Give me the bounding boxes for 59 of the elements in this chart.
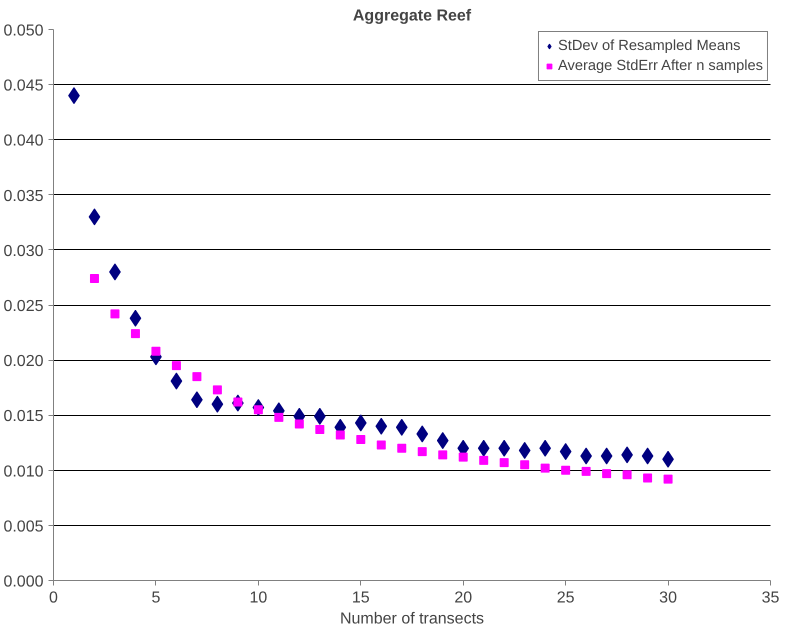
point: [110, 309, 120, 318]
point: [458, 452, 468, 462]
point: [151, 346, 160, 356]
y-tick-label: 0.050: [3, 22, 44, 40]
chart-title: Aggregate Reef: [352, 8, 472, 24]
point: [397, 444, 406, 453]
point: [643, 474, 652, 483]
y-tick-label: 0.010: [3, 463, 44, 480]
x-tick-label: 35: [762, 590, 780, 606]
point: [664, 474, 673, 484]
x-tick-label: 30: [659, 590, 678, 606]
point: [416, 425, 428, 442]
y-tick-label: 0.000: [3, 574, 44, 590]
point: [540, 464, 550, 473]
point: [498, 440, 510, 457]
point: [192, 372, 202, 382]
point: [561, 466, 570, 475]
x-tick-label: 5: [151, 590, 160, 606]
point: [336, 430, 345, 440]
point: [436, 432, 449, 450]
point: [418, 447, 427, 456]
point: [356, 434, 366, 444]
y-tick-label: 0.005: [3, 518, 44, 536]
point: [315, 425, 324, 434]
point: [314, 408, 326, 425]
x-axis-title: Number of transects: [340, 610, 484, 628]
point: [622, 470, 632, 480]
y-tick-label: 0.045: [3, 78, 44, 95]
legend-label: Average StdErr After n samples: [558, 58, 763, 74]
point: [518, 442, 531, 459]
point: [375, 418, 388, 435]
point: [602, 469, 612, 478]
legend-label: StDev of Resampled Means: [558, 38, 740, 54]
y-tick-label: 0.040: [3, 132, 44, 150]
point: [212, 385, 222, 394]
y-tick-label: 0.030: [3, 242, 44, 260]
point: [90, 274, 99, 284]
point: [396, 418, 408, 436]
y-tick-label: 0.025: [3, 298, 44, 315]
point: [438, 450, 448, 460]
point: [274, 412, 284, 422]
point: [354, 414, 367, 432]
y-tick-label: 0.015: [3, 408, 44, 426]
point: [130, 329, 140, 338]
point: [172, 361, 181, 370]
point: [500, 458, 509, 468]
x-tick-label: 10: [249, 590, 268, 606]
y-tick-label: 0.020: [3, 353, 44, 370]
x-tick-label: 25: [556, 590, 575, 606]
point: [376, 440, 386, 450]
point: [294, 420, 304, 429]
point: [478, 440, 490, 457]
point: [520, 460, 530, 470]
x-tick-label: 15: [352, 590, 370, 606]
x-tick-label: 20: [454, 590, 472, 606]
x-tick-label: 0: [49, 590, 58, 606]
y-tick-label: 0.035: [3, 188, 44, 205]
point: [479, 456, 488, 465]
point: [582, 466, 591, 476]
